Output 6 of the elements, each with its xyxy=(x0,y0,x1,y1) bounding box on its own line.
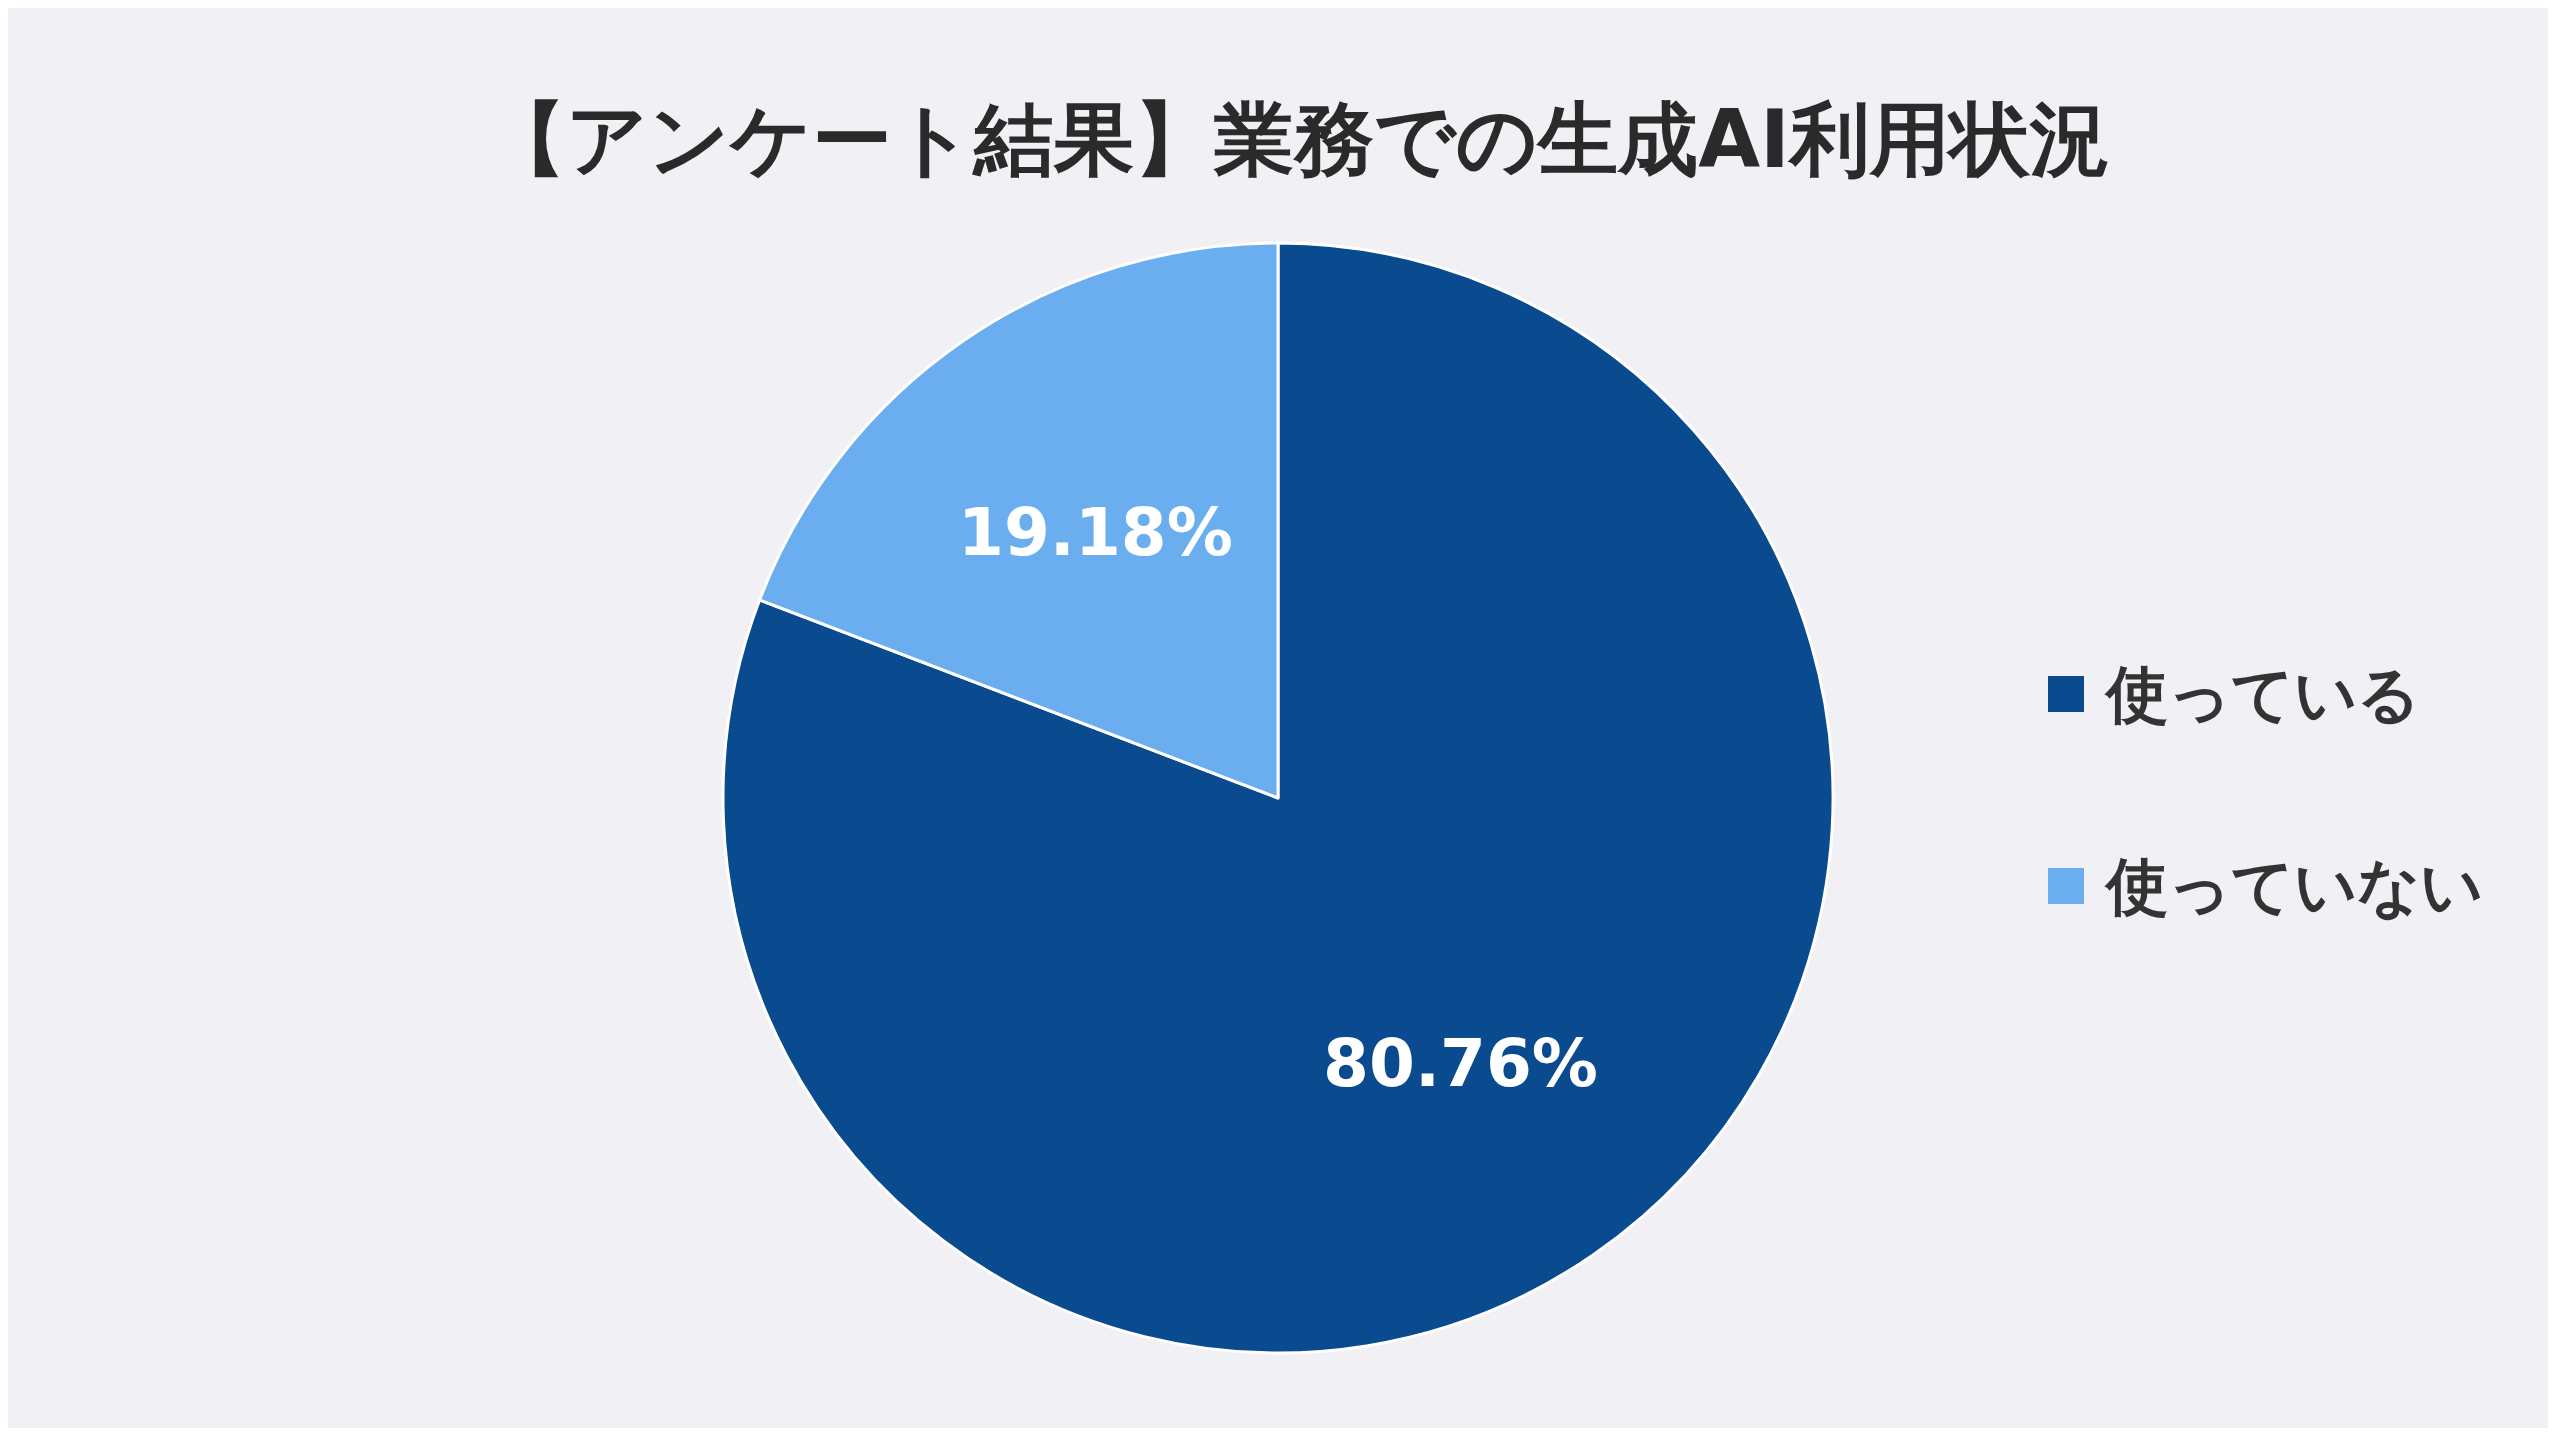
data-label: 19.18% xyxy=(958,494,1233,572)
data-label: 80.76% xyxy=(1323,1024,1598,1102)
legend-label: 使っていない xyxy=(2104,849,2483,923)
chart-title: 【アンケート結果】業務での生成AI利用状況 xyxy=(486,92,2110,186)
pie-slice xyxy=(721,241,1834,1355)
legend-label: 使っている xyxy=(2104,657,2420,731)
